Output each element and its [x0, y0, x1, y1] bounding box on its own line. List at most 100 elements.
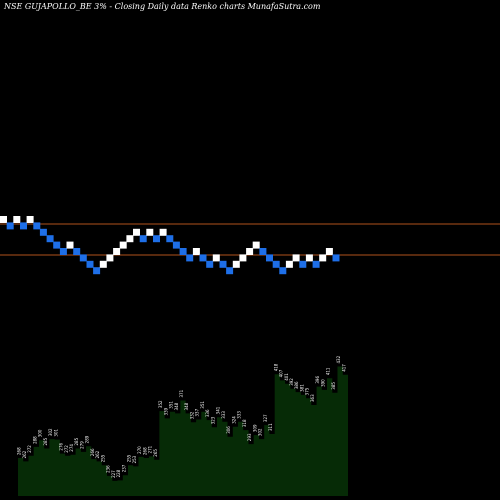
- volume-label: 274: [69, 444, 74, 452]
- volume-label: 265: [153, 449, 158, 457]
- renko-brick-up: [146, 228, 154, 236]
- volume-label: 306: [226, 426, 231, 434]
- volume-label: 227: [111, 470, 116, 478]
- volume-label: 318: [242, 419, 247, 427]
- volume-label: 276: [59, 443, 64, 451]
- volume-label: 266: [90, 448, 95, 456]
- volume-label: 385: [331, 382, 336, 390]
- volume-label: 375: [305, 387, 310, 395]
- volume-area: [18, 366, 348, 496]
- renko-brick-down: [39, 228, 47, 236]
- volume-label: 348: [184, 402, 189, 410]
- renko-brick-down: [266, 254, 273, 262]
- volume-label: 339: [163, 407, 168, 415]
- volume-label: 285: [74, 437, 79, 445]
- renko-brick-down: [179, 248, 187, 255]
- renko-brick-up: [292, 254, 300, 262]
- volume-label: 268: [17, 447, 22, 455]
- renko-brick-down: [272, 260, 280, 268]
- volume-label: 293: [247, 433, 252, 441]
- renko-brick-down: [279, 267, 287, 275]
- volume-label: 381: [300, 384, 305, 392]
- volume-label: 371: [179, 389, 184, 397]
- volume-label: 253: [132, 455, 137, 463]
- volume-label: 237: [121, 464, 126, 472]
- renko-brick-down: [73, 248, 81, 255]
- renko-brick-down: [332, 254, 340, 262]
- renko-brick-up: [159, 228, 167, 236]
- volume-label: 336: [205, 409, 210, 417]
- volume-label: 351: [200, 401, 205, 409]
- chart-title: NSE GUJAPOLLO_BE 3% - Closing Daily data…: [4, 2, 321, 11]
- volume-label: 332: [190, 411, 195, 419]
- renko-brick-up: [13, 216, 21, 223]
- renko-brick-up: [0, 216, 7, 223]
- volume-label: 418: [273, 363, 278, 371]
- renko-brick-down: [206, 260, 214, 268]
- renko-brick-up: [26, 216, 34, 223]
- volume-label: 255: [100, 454, 105, 462]
- renko-brick-up: [66, 241, 74, 249]
- volume-label: 411: [326, 367, 331, 375]
- volume-label: 390: [320, 379, 325, 387]
- volume-label: 432: [336, 355, 341, 363]
- renko-brick-down: [46, 235, 54, 243]
- volume-label: 300: [38, 429, 43, 437]
- renko-brick-up: [232, 260, 240, 268]
- volume-label: 323: [210, 416, 215, 424]
- volume-label: 302: [48, 428, 53, 436]
- volume-label: 351: [169, 401, 174, 409]
- renko-brick-down: [33, 222, 41, 230]
- volume-label: 352: [158, 400, 163, 408]
- renko-brick-up: [239, 254, 247, 262]
- volume-label: 268: [142, 447, 147, 455]
- renko-brick-up: [113, 248, 121, 255]
- renko-brick-up: [325, 248, 333, 255]
- volume-label: 272: [27, 445, 32, 453]
- volume-label: 333: [237, 411, 242, 419]
- renko-brick-up: [119, 241, 127, 249]
- renko-brick-down: [186, 254, 194, 262]
- volume-label: 270: [137, 446, 142, 454]
- renko-brick-down: [153, 235, 160, 243]
- volume-label: 341: [216, 406, 221, 414]
- volume-label: 309: [252, 424, 257, 432]
- volume-label: 327: [263, 414, 268, 422]
- volume-label: 396: [315, 376, 320, 384]
- volume-label: 337: [195, 408, 200, 416]
- renko-brick-up: [285, 260, 293, 268]
- renko-brick-up: [192, 248, 200, 255]
- renko-brick-up: [246, 248, 254, 255]
- renko-brick-up: [99, 260, 107, 268]
- renko-brick-down: [226, 267, 234, 275]
- renko-brick-down: [6, 222, 14, 230]
- volume-label: 262: [22, 450, 27, 458]
- renko-brick-down: [20, 222, 27, 230]
- volume-label: 311: [268, 423, 273, 431]
- volume-label: 324: [231, 416, 236, 424]
- renko-brick-down: [93, 267, 101, 275]
- renko-brick-up: [252, 241, 260, 249]
- renko-brick-down: [199, 254, 207, 262]
- volume-label: 285: [43, 437, 48, 445]
- renko-brick-up: [133, 228, 140, 236]
- volume-label: 262: [95, 450, 100, 458]
- volume-label: 348: [174, 402, 179, 410]
- renko-brick-down: [259, 248, 267, 255]
- renko-brick-down: [312, 260, 320, 268]
- volume-label: 302: [258, 428, 263, 436]
- renko-brick-down: [79, 254, 87, 262]
- volume-label: 301: [53, 429, 58, 437]
- volume-label: 279: [80, 441, 85, 449]
- renko-brick-down: [53, 241, 61, 249]
- volume-label: 272: [64, 445, 69, 453]
- volume-label: 271: [148, 445, 153, 453]
- renko-brick-up: [106, 254, 114, 262]
- renko-brick-down: [299, 260, 307, 268]
- renko-brick-down: [166, 235, 174, 243]
- renko-brick-up: [319, 254, 327, 262]
- volume-label: 401: [284, 373, 289, 381]
- volume-label: 236: [106, 465, 111, 473]
